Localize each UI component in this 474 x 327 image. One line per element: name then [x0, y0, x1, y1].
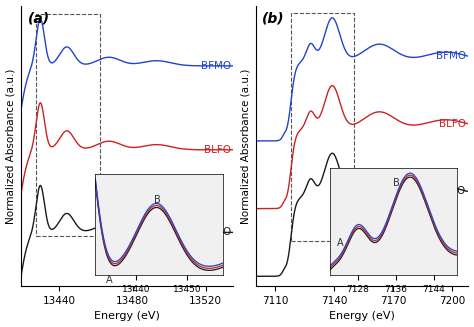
Text: (a): (a) [27, 11, 50, 25]
Text: BFMO: BFMO [436, 51, 466, 61]
Text: BFMO: BFMO [201, 61, 231, 71]
Bar [36, 13, 100, 236]
X-axis label: Energy (eV): Energy (eV) [329, 311, 395, 321]
Y-axis label: Normalized Absorbance (a.u.): Normalized Absorbance (a.u.) [6, 68, 16, 224]
X-axis label: Energy (eV): Energy (eV) [94, 311, 160, 321]
Text: BLFO: BLFO [204, 145, 231, 155]
Bar [291, 13, 354, 241]
Text: BLFO: BLFO [439, 119, 466, 129]
Text: (b): (b) [262, 11, 284, 25]
Text: BFO: BFO [210, 227, 231, 237]
Text: BFO: BFO [445, 186, 466, 197]
Y-axis label: Normalized Absorbance (a.u.): Normalized Absorbance (a.u.) [240, 68, 250, 224]
